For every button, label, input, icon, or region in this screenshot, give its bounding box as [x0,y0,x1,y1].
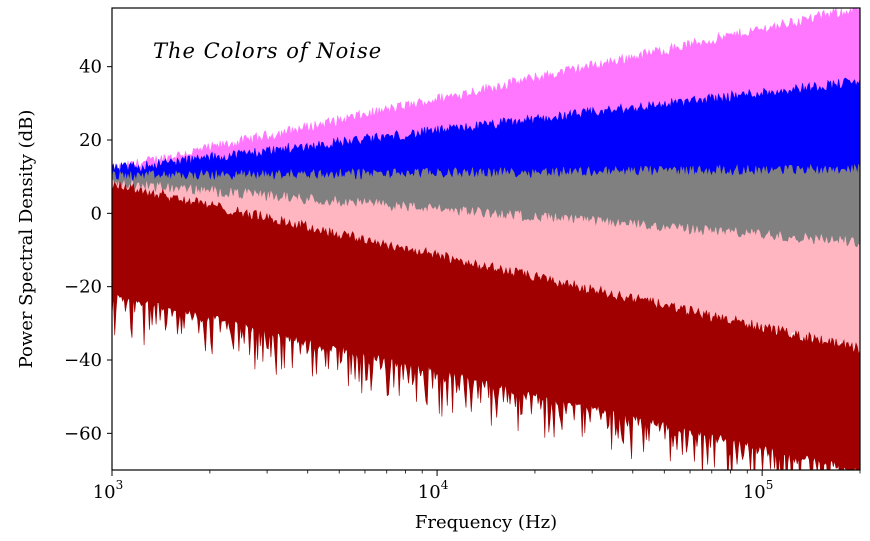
plot-frame [111,7,861,471]
y-axis-label: Power Spectral Density (dB) [16,110,37,369]
noise-series-5 [112,181,860,470]
x-axis-label: Frequency (Hz) [415,512,557,533]
ticks-layer: 40 20 0 −20 −40 −60 103 104 105 [64,57,861,503]
x-tick-label: 105 [743,478,774,503]
y-tick-label: 0 [91,203,102,224]
y-tick-label: 40 [79,57,102,78]
y-tick-label: 20 [79,130,102,151]
x-tick-label: 103 [93,478,124,503]
x-tick-label: 104 [418,478,449,503]
series-layer [112,8,860,470]
y-tick-label: −40 [64,350,102,371]
chart-title: The Colors of Noise [153,39,382,63]
y-tick-label: −20 [64,277,102,298]
y-tick-label: −60 [64,423,102,444]
